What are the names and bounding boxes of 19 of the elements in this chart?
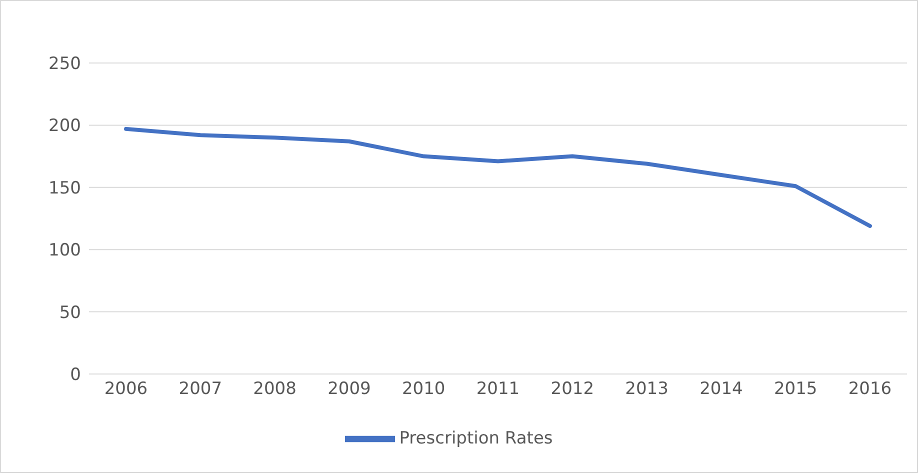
x-tick-label: 2016 — [848, 379, 892, 400]
y-tick-label: 250 — [48, 54, 81, 74]
y-tick-label: 200 — [48, 116, 81, 136]
y-tick-label: 0 — [70, 365, 81, 386]
x-tick-label: 2015 — [774, 379, 818, 400]
y-tick-label: 100 — [48, 240, 81, 261]
x-tick-label: 2007 — [178, 379, 222, 400]
x-tick-label: 2010 — [402, 379, 446, 400]
x-tick-label: 2013 — [625, 379, 668, 400]
x-tick-label: 2012 — [550, 379, 594, 400]
line-series — [124, 126, 872, 228]
y-tick-label: 150 — [48, 178, 81, 198]
x-tick-label: 2014 — [700, 379, 743, 400]
y-tick-label: 50 — [59, 302, 81, 323]
x-tick-label: 2006 — [104, 379, 148, 400]
legend-label: Prescription Rates — [399, 428, 553, 449]
x-tick-label: 2011 — [476, 379, 520, 400]
x-tick-label: 2009 — [328, 379, 371, 400]
x-tick-label: 2008 — [253, 379, 296, 400]
